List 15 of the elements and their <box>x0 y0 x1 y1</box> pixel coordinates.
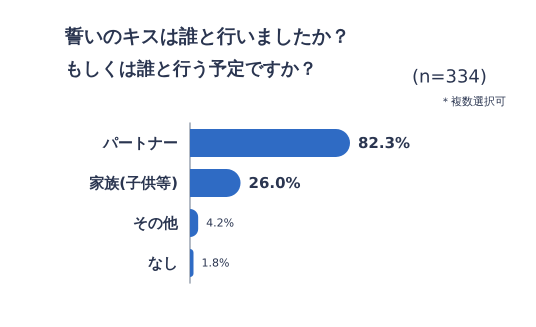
data-label: 4.2% <box>206 216 234 230</box>
bar <box>190 249 194 277</box>
y-tick-label: その他 <box>133 214 179 232</box>
y-tick-label: なし <box>148 254 178 272</box>
data-label: 26.0% <box>248 174 301 192</box>
y-tick-label: 家族(子供等) <box>88 174 178 192</box>
data-label: 82.3% <box>358 134 410 152</box>
bar <box>190 169 241 197</box>
data-label: 1.8% <box>202 256 230 270</box>
chart-subtitle: もしくは誰と行う予定ですか？ <box>65 58 317 80</box>
text: ＊複数選択可 <box>440 95 506 108</box>
y-tick-label: パートナー <box>102 134 178 152</box>
text: (n=334) <box>412 66 487 88</box>
chart-title: 誓いのキスは誰と行いましたか？ <box>64 26 350 48</box>
bar <box>190 129 350 157</box>
